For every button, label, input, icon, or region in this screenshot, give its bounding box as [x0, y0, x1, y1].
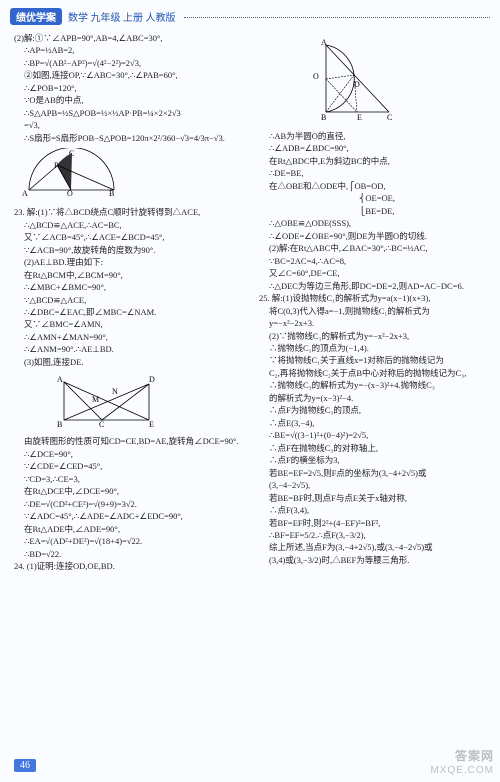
text-line: (3,−4−2√5), — [259, 480, 492, 491]
text-line: ∴∠MBC+∠BMC=90°, — [14, 282, 247, 293]
text-line: ∵O是AB的中点, — [14, 95, 247, 106]
watermark-label: 答案网 — [455, 747, 494, 764]
header-title: 数学 九年级 上册 人教版 — [68, 9, 176, 24]
text-line: (2)解:①∵∠APB=90°,AB=4,∠ABC=30°, — [14, 33, 247, 44]
svg-text:A: A — [57, 375, 63, 384]
svg-text:E: E — [149, 420, 154, 429]
text-line: ∴∠DCE=90°, — [14, 449, 247, 460]
text-line: ∴点F在抛物线C₃的对称轴上, — [259, 443, 492, 454]
text-line: ∴点F为抛物线C₃的顶点, — [259, 405, 492, 416]
text-line: ∴△OBE≌△ODE(SSS), — [259, 218, 492, 229]
text-line: ⎩BE=DE, — [259, 206, 492, 217]
text-line: C₂,再将抛物线C₂关于点B中心对称后的抛物线记为C₃, — [259, 368, 492, 379]
left-column: (2)解:①∵∠APB=90°,AB=4,∠ABC=30°, ∴AP=½AB=2… — [14, 33, 247, 573]
text-line: ∴△DEC为等边三角形,即DC=DE=2,则AD=AC−DC=6. — [259, 281, 492, 292]
text-line: 在Rt△ADE中,∠ADE=90°, — [14, 524, 247, 535]
text-line: 又∵∠BMC=∠AMN, — [14, 319, 247, 330]
text-line: ∴BF=EF=5/2.∴点F(3,−3/2), — [259, 530, 492, 541]
text-line: ∴∠DBC=∠EAC,即∠MBC=∠NAM. — [14, 307, 247, 318]
svg-text:E: E — [357, 113, 362, 122]
problem-23: 23. 解:(1)∵将△BCD绕点C顺时针旋转得到△ACE, — [14, 207, 247, 218]
text-line: (2)解:在Rt△ABC中,∠BAC=30°,∴BC=½AC, — [259, 243, 492, 254]
text-line: 在Rt△BDC中,E为斜边BC的中点, — [259, 156, 492, 167]
svg-text:C: C — [99, 420, 104, 429]
text-line: 若BF=EF时,则2²+(4−EF)²=BF², — [259, 518, 492, 529]
header-dotline — [184, 17, 491, 18]
text-line: ∵△BCD≌△ACE, — [14, 295, 247, 306]
text-line: ∴BP=√(AB²−AP²)=√(4²−2²)=2√3, — [14, 58, 247, 69]
figure-triangle: A D B C E M N — [54, 372, 247, 432]
right-column: A O D B E C ∴AB为半圆O的直径, ∴∠ADB=∠BDC=90°, … — [259, 33, 492, 573]
text-line: 在△OBE和△ODE中,⎧OB=OD, — [259, 181, 492, 192]
text-line: ∴DE=√(CD²+CE²)=√(9+9)=3√2. — [14, 499, 247, 510]
text-line: y=−x²−2x+3. — [259, 318, 492, 329]
problem-24: 24. (1)证明:连接OD,OE,BD. — [14, 561, 247, 572]
text-line: (3,4)或(3,−3/2)时,△BEF为等腰三角形. — [259, 555, 492, 566]
text-line: ∴AP=½AB=2, — [14, 45, 247, 56]
text-line: (2)AE⊥BD.理由如下: — [14, 257, 247, 268]
text-line: ∴∠ODE=∠OBE=90°,则DE为半圆O的切线. — [259, 231, 492, 242]
text-line: ∴AB为半圆O的直径, — [259, 131, 492, 142]
text-line: ∴△BCD≌△ACE,∴AC=BC, — [14, 220, 247, 231]
svg-text:B: B — [57, 420, 62, 429]
text-line: ∵∠CDE=∠CED=45°, — [14, 461, 247, 472]
text-line: 又∵∠ACB=45°,∴∠ACE=∠BCD=45°, — [14, 232, 247, 243]
text-line: ∵将抛物线C₁关于直线x=1对称后的抛物线记为 — [259, 355, 492, 366]
text-line: ∴DE=BE, — [259, 168, 492, 179]
text-line: ∴点E(3,−4), — [259, 418, 492, 429]
svg-text:N: N — [112, 387, 118, 396]
text-line: 在Rt△BCM中,∠BCM=90°, — [14, 270, 247, 281]
text-line: 将C(0,3)代入得a=−1,则抛物线C₁的解析式为 — [259, 306, 492, 317]
text-line: =√3, — [14, 120, 247, 131]
text-line: 综上所述,当点F为(3,−4+2√5),或(3,−4−2√5)或 — [259, 542, 492, 553]
text-line: 在Rt△DCE中,∠DCE=90°, — [14, 486, 247, 497]
text-line: ∴S△APB=½S△POB=½×½AP·PB=¼×2×2√3 — [14, 108, 247, 119]
text-line: ∴EA=√(AD²+DE²)=√(18+4)=√22. — [14, 536, 247, 547]
text-line: ∵∠ADC=45°,∴∠ADE=∠ADC+∠EDC=90°, — [14, 511, 247, 522]
svg-text:O: O — [313, 72, 319, 81]
text-line: 又∠C=60°,DE=CE, — [259, 268, 492, 279]
text-line: ∴BE=√((3−1)²+(0−4)²)=2√5, — [259, 430, 492, 441]
text-line: ∴抛物线C₃的解析式为y=−(x−3)²+4.抛物线C₃ — [259, 380, 492, 391]
svg-text:B: B — [321, 113, 326, 122]
text-line: (2)∵抛物线C₁的解析式为y=−x²−2x+3, — [259, 331, 492, 342]
text-line: (3)如图,连接DE. — [14, 357, 247, 368]
text-line: ⎨OE=OE, — [259, 193, 492, 204]
text-line: 的解析式为y=(x−3)²−4. — [259, 393, 492, 404]
text-line: 由旋转图形的性质可知CD=CE,BD=AE,旋转角∠DCE=90°. — [14, 436, 247, 447]
svg-text:C: C — [387, 113, 392, 122]
svg-text:D: D — [149, 375, 155, 384]
text-line: ∴∠POB=120°, — [14, 83, 247, 94]
text-line: ∴∠AMN+∠MAN=90°, — [14, 332, 247, 343]
text-line: ∴点F的横坐标为3, — [259, 455, 492, 466]
text-line: 若BE=EF=2√5,则F点的坐标为(3,−4+2√5)或 — [259, 468, 492, 479]
text-line: ∵BC=2AC=4,∴AC=8, — [259, 256, 492, 267]
text-line: ∵∠ACB=90°,故旋转角的度数为90°. — [14, 245, 247, 256]
text-line: ②如图,连接OP,∵∠ABC=30°,∴∠PAB=60°, — [14, 70, 247, 81]
text-line: ∴点F(3,4), — [259, 505, 492, 516]
page-number: 46 — [14, 759, 36, 772]
header-badge: 绩优学案 — [10, 8, 62, 25]
figure-semicircle: A O D B E C — [309, 37, 492, 127]
page-header: 绩优学案 数学 九年级 上册 人教版 — [0, 0, 500, 29]
text-line: ∴BD=√22. — [14, 549, 247, 560]
text-line: ∴S扇形=S扇形POB−S△POB=120π×2²/360−√3=4/3π−√3… — [14, 133, 247, 144]
text-line: ∴∠ADB=∠BDC=90°, — [259, 143, 492, 154]
svg-text:A: A — [22, 189, 28, 198]
watermark-url: MXQE.COM — [430, 765, 494, 776]
text-line: ∵CD=3,∴CE=3, — [14, 474, 247, 485]
text-line: ∴∠ANM=90°.∴AE⊥BD. — [14, 344, 247, 355]
text-line: ∴抛物线C₁的顶点为(−1,4). — [259, 343, 492, 354]
figure-sector: A B O C P — [14, 148, 247, 203]
problem-25: 25. 解:(1)设抛物线C₁的解析式为y=a(x−1)(x+3), — [259, 293, 492, 304]
text-line: 若BE=BF时,则点F与点E关于x轴对称, — [259, 493, 492, 504]
